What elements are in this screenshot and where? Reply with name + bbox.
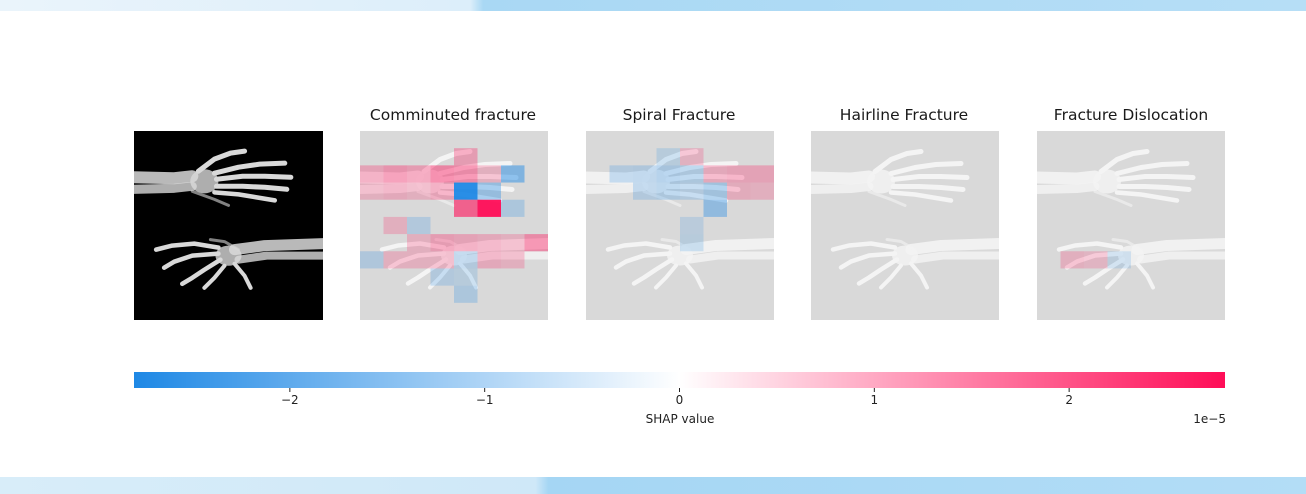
shap-cell: [430, 182, 454, 200]
shap-colorbar: [134, 372, 1225, 388]
shap-cell: [454, 148, 478, 166]
shap-cell: [609, 165, 633, 183]
shap-cell: [454, 182, 478, 200]
colorbar-exponent: 1e−5: [1193, 412, 1226, 426]
panel-title-hairline-fracture: Hairline Fracture: [839, 106, 969, 124]
shap-cell: [477, 182, 501, 200]
shap-panel-comminuted-fracture: [360, 131, 548, 320]
shap-cell: [501, 234, 525, 252]
shap-cell: [430, 234, 454, 252]
shap-cell: [430, 165, 454, 183]
shap-cell: [656, 165, 680, 183]
shap-cell: [703, 165, 727, 183]
shap-cell: [407, 234, 431, 252]
top-background-band: [0, 0, 1306, 11]
shap-cell: [454, 234, 478, 252]
panel-title-comminuted-fracture: Comminuted fracture: [369, 106, 537, 124]
shap-cell: [633, 165, 657, 183]
shap-cell: [750, 182, 774, 200]
panel-title-fracture-dislocation: Fracture Dislocation: [1053, 106, 1209, 124]
colorbar-label: SHAP value: [645, 412, 715, 426]
shap-cell: [360, 251, 384, 269]
shap-cell: [1060, 251, 1084, 269]
shap-cell: [703, 182, 727, 200]
shap-cell: [703, 199, 727, 217]
shap-cell: [407, 251, 431, 269]
shap-cell: [383, 216, 407, 235]
shap-cell: [454, 268, 478, 286]
shap-cell: [680, 148, 704, 166]
shap-cell: [407, 165, 431, 183]
shap-panel-hairline-fracture: [811, 131, 999, 320]
colorbar-tick-label: −1: [475, 393, 494, 407]
shap-cell: [656, 182, 680, 200]
shap-cell: [454, 165, 478, 183]
shap-cell: [454, 285, 478, 303]
shap-cell: [633, 182, 657, 200]
shap-cell: [383, 251, 407, 269]
shap-panel-fracture-dislocation: [1037, 131, 1225, 320]
shap-cell: [680, 234, 704, 252]
shap-cell: [727, 165, 751, 183]
shap-cell: [360, 165, 384, 183]
shap-cell: [501, 251, 525, 269]
shap-cell: [727, 182, 751, 200]
shap-cell: [477, 234, 501, 252]
colorbar-tick-label: −2: [280, 393, 299, 407]
shap-cell: [360, 182, 384, 200]
shap-cell: [477, 165, 501, 183]
shap-cell: [680, 216, 704, 235]
shap-cell: [407, 182, 431, 200]
shap-cell: [430, 268, 454, 286]
shap-cell: [430, 251, 454, 269]
shap-cell: [383, 182, 407, 200]
colorbar-tick-label: 2: [1065, 393, 1073, 407]
shap-cell: [383, 165, 407, 183]
shap-panel-spiral-fracture: [586, 131, 774, 320]
bottom-background-band: [0, 477, 1306, 494]
shap-cell: [680, 165, 704, 183]
colorbar-tick-label: 0: [675, 393, 684, 407]
shap-cell: [477, 251, 501, 269]
shap-cell: [477, 199, 501, 217]
shap-cell: [454, 251, 478, 269]
shap-cell: [680, 182, 704, 200]
colorbar-tick-label: 1: [870, 393, 879, 407]
shap-cell: [407, 216, 431, 235]
shap-cell: [501, 165, 525, 183]
shap-cell: [524, 234, 548, 252]
shap-cell: [750, 165, 774, 183]
original-xray-panel: [134, 131, 323, 320]
shap-cell: [501, 199, 525, 217]
shap-cell: [656, 148, 680, 166]
shap-cell: [1084, 251, 1108, 269]
shap-cell: [1107, 251, 1131, 269]
panel-title-spiral-fracture: Spiral Fracture: [622, 106, 736, 124]
shap-cell: [454, 199, 478, 217]
